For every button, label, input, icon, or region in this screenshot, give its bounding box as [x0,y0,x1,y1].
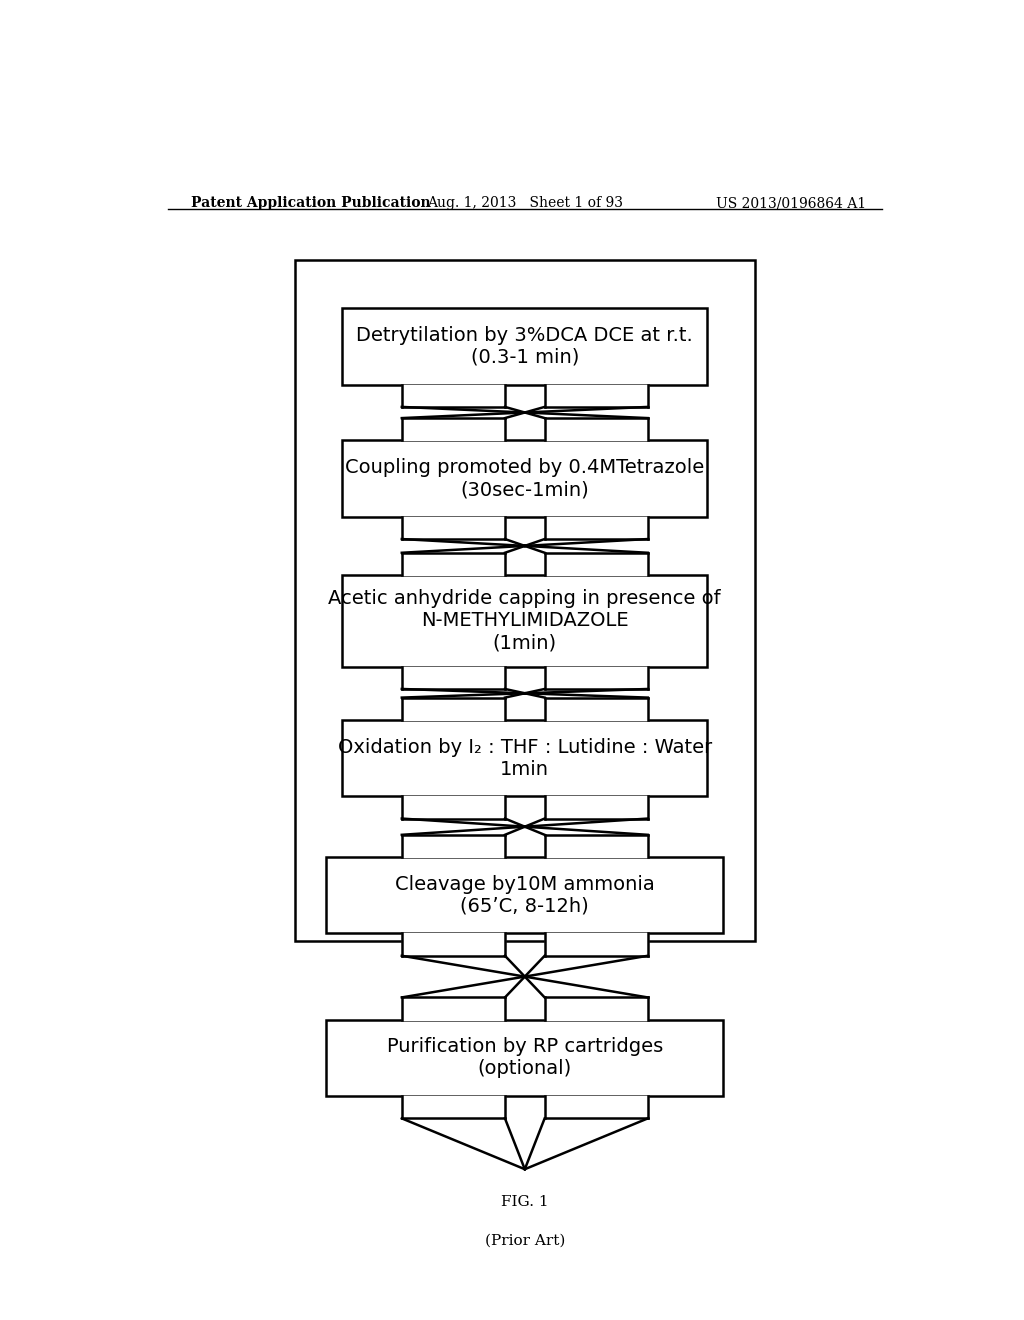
Polygon shape [401,418,505,441]
Polygon shape [545,516,648,539]
Polygon shape [545,1096,648,1118]
Text: US 2013/0196864 A1: US 2013/0196864 A1 [716,195,866,210]
Polygon shape [545,667,648,689]
Text: Coupling promoted by 0.4MTetrazole
(30sec-1min): Coupling promoted by 0.4MTetrazole (30se… [345,458,705,499]
Polygon shape [545,384,648,407]
Polygon shape [401,667,505,689]
Polygon shape [545,418,648,441]
Text: Purification by RP cartridges
(optional): Purification by RP cartridges (optional) [387,1038,663,1078]
Polygon shape [401,697,505,719]
Text: Detrytilation by 3%DCA DCE at r.t.
(0.3-1 min): Detrytilation by 3%DCA DCE at r.t. (0.3-… [356,326,693,367]
Polygon shape [401,384,505,407]
Bar [342,309,708,384]
Polygon shape [545,553,648,576]
Polygon shape [401,796,505,818]
Bar [342,719,708,796]
Bar [327,857,723,933]
Bar [342,441,708,516]
Text: (Prior Art): (Prior Art) [484,1233,565,1247]
Polygon shape [545,933,648,956]
Polygon shape [401,998,505,1020]
Polygon shape [545,998,648,1020]
Text: Oxidation by I₂ : THF : Lutidine : Water
1min: Oxidation by I₂ : THF : Lutidine : Water… [338,738,712,779]
Text: Patent Application Publication: Patent Application Publication [191,195,431,210]
Polygon shape [401,516,505,539]
Polygon shape [401,933,505,956]
Polygon shape [545,834,648,857]
Polygon shape [545,697,648,719]
Text: Aug. 1, 2013   Sheet 1 of 93: Aug. 1, 2013 Sheet 1 of 93 [427,195,623,210]
Polygon shape [401,1096,505,1118]
Bar [295,260,755,941]
Polygon shape [545,796,648,818]
Text: FIG. 1: FIG. 1 [501,1195,549,1209]
Text: Acetic anhydride capping in presence of
N-METHYLIMIDAZOLE
(1min): Acetic anhydride capping in presence of … [329,589,721,652]
Polygon shape [401,834,505,857]
Polygon shape [401,553,505,576]
Text: Cleavage by10M ammonia
(65ʼC, 8-12h): Cleavage by10M ammonia (65ʼC, 8-12h) [395,875,654,916]
Bar [342,576,708,667]
Bar [327,1020,723,1096]
